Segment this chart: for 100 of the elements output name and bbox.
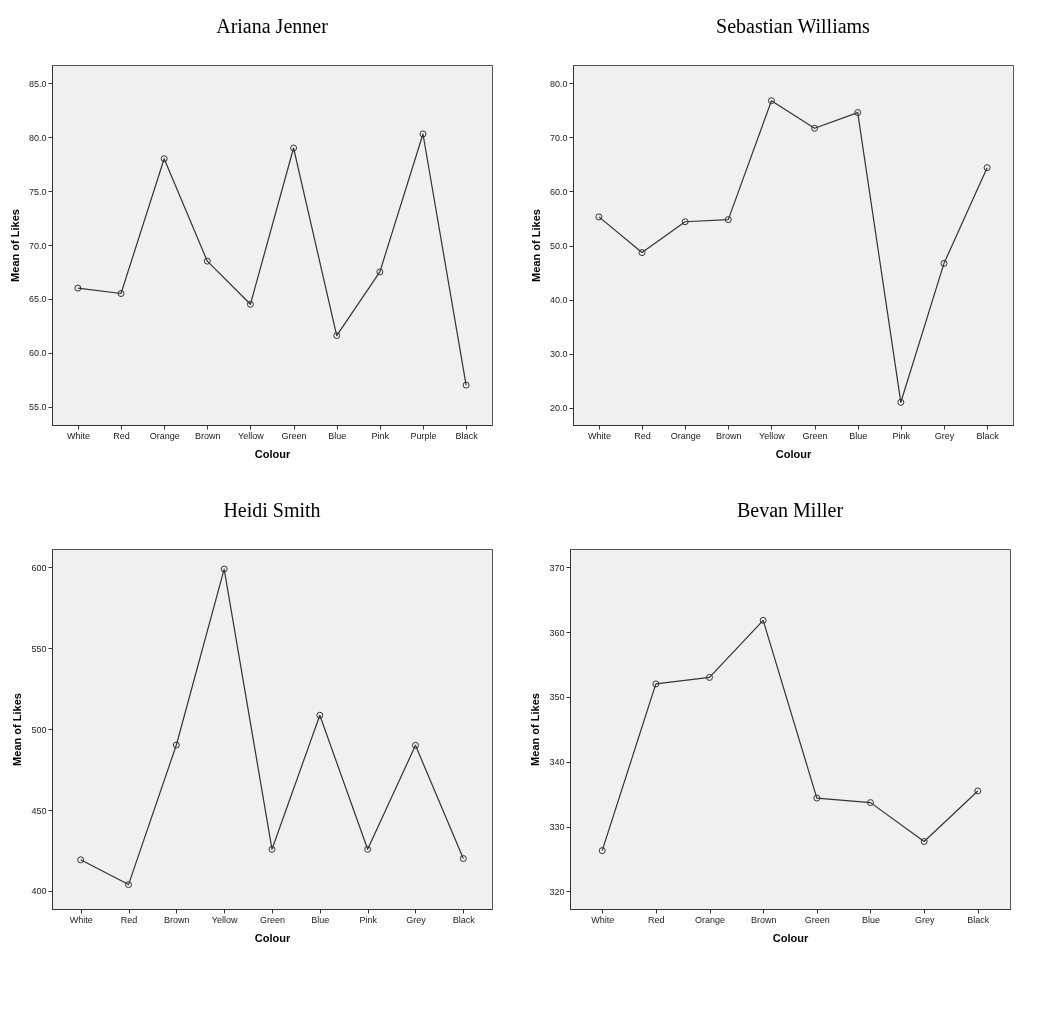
- x-tick-label: Black: [452, 914, 476, 925]
- x-tick-label: Black: [976, 430, 1000, 441]
- point: [376, 268, 384, 276]
- x-tick-label: Grey: [914, 914, 935, 925]
- point: [897, 398, 905, 406]
- point: [813, 794, 821, 802]
- x-tick-label: Orange: [695, 914, 726, 925]
- x-tick-label: Blue: [849, 430, 868, 441]
- y-axis-title: Mean of Likes: [8, 209, 21, 282]
- y-tick-label: 400: [31, 886, 47, 897]
- point: [724, 216, 732, 224]
- x-tick-label: Black: [455, 430, 479, 441]
- x-tick-label: Red: [634, 430, 651, 441]
- point: [160, 155, 168, 163]
- x-tick-label: Orange: [670, 430, 701, 441]
- point: [117, 290, 125, 297]
- x-axis-title: Colour: [772, 931, 809, 944]
- y-tick-label: 85.0: [28, 78, 47, 89]
- point: [246, 300, 254, 308]
- y-tick-label: 60.0: [28, 348, 47, 359]
- x-axis-title: Colour: [775, 447, 812, 460]
- y-tick-label: 350: [549, 692, 565, 703]
- y-tick-label: 500: [31, 724, 47, 735]
- y-tick-label: 50.0: [549, 241, 568, 252]
- x-tick-label: Grey: [406, 914, 427, 925]
- x-tick-label: Blue: [328, 430, 347, 441]
- y-tick-label: 30.0: [549, 349, 568, 360]
- y-tick-label: 65.0: [28, 294, 47, 305]
- y-tick-label: 360: [549, 627, 565, 638]
- x-tick-label: Blue: [861, 914, 880, 925]
- x-tick-label: Red: [113, 430, 130, 441]
- point: [811, 124, 819, 132]
- x-tick-label: Yellow: [211, 914, 239, 925]
- x-tick-label: White: [66, 430, 90, 441]
- y-tick-label: 320: [549, 886, 565, 897]
- x-axis-title: Colour: [254, 931, 291, 944]
- x-tick-label: Brown: [164, 914, 190, 925]
- y-tick-label: 340: [549, 757, 565, 768]
- y-tick-label: 600: [31, 562, 47, 573]
- y-axis-title: Mean of Likes: [529, 209, 542, 282]
- x-tick-label: Red: [120, 914, 138, 925]
- x-tick-label: Red: [648, 914, 665, 925]
- x-tick-label: Pink: [371, 430, 390, 441]
- y-tick-label: 450: [31, 805, 47, 816]
- y-tick-label: 550: [31, 643, 47, 654]
- y-tick-label: 40.0: [549, 295, 568, 306]
- point: [767, 97, 775, 105]
- x-tick-label: Green: [804, 914, 830, 925]
- y-tick-label: 330: [549, 822, 565, 833]
- point: [268, 845, 276, 853]
- point: [220, 565, 228, 573]
- point: [866, 799, 874, 807]
- x-axis-title: Colour: [254, 447, 291, 460]
- y-tick-label: 80.0: [549, 78, 568, 89]
- point: [203, 257, 211, 265]
- chart-title: Heidi Smith: [223, 499, 321, 521]
- y-tick-label: 55.0: [28, 402, 47, 413]
- point: [706, 673, 714, 681]
- chart-title: Ariana Jenner: [216, 15, 329, 37]
- x-tick-label: Brown: [195, 430, 221, 441]
- x-tick-label: Brown: [716, 430, 742, 441]
- x-tick-label: Orange: [149, 430, 180, 441]
- y-tick-label: 370: [549, 562, 565, 573]
- y-tick-label: 60.0: [549, 186, 568, 197]
- point: [940, 259, 948, 267]
- x-tick-label: Blue: [311, 914, 330, 925]
- y-tick-label: 70.0: [549, 132, 568, 143]
- x-tick-label: Black: [967, 914, 990, 925]
- x-tick-label: Pink: [359, 914, 378, 925]
- point: [411, 741, 419, 749]
- point: [652, 680, 660, 688]
- x-tick-label: White: [591, 914, 615, 925]
- x-tick-label: Purple: [410, 430, 437, 441]
- x-tick-label: Pink: [892, 430, 911, 441]
- point: [364, 845, 372, 853]
- point: [759, 616, 767, 624]
- y-axis-title: Mean of Likes: [11, 693, 24, 766]
- y-tick-label: 75.0: [28, 186, 47, 197]
- y-tick-label: 80.0: [28, 132, 47, 143]
- x-tick-label: Brown: [750, 914, 777, 925]
- y-tick-label: 70.0: [28, 240, 47, 251]
- point: [681, 218, 689, 226]
- x-tick-label: White: [587, 430, 611, 441]
- x-tick-label: White: [69, 914, 93, 925]
- chart-title: Bevan Miller: [736, 499, 844, 521]
- x-tick-label: Green: [802, 430, 828, 441]
- point: [172, 741, 180, 749]
- x-tick-label: Yellow: [238, 430, 265, 441]
- point: [419, 130, 427, 138]
- point: [638, 249, 646, 257]
- x-tick-label: Grey: [934, 430, 955, 441]
- point: [854, 109, 862, 117]
- x-tick-label: Yellow: [759, 430, 786, 441]
- point: [125, 881, 133, 889]
- point: [920, 838, 928, 846]
- y-tick-label: 20.0: [549, 403, 568, 414]
- chart-title: Sebastian Williams: [716, 15, 871, 37]
- point: [290, 144, 298, 152]
- x-tick-label: Green: [259, 914, 286, 925]
- point: [333, 332, 341, 340]
